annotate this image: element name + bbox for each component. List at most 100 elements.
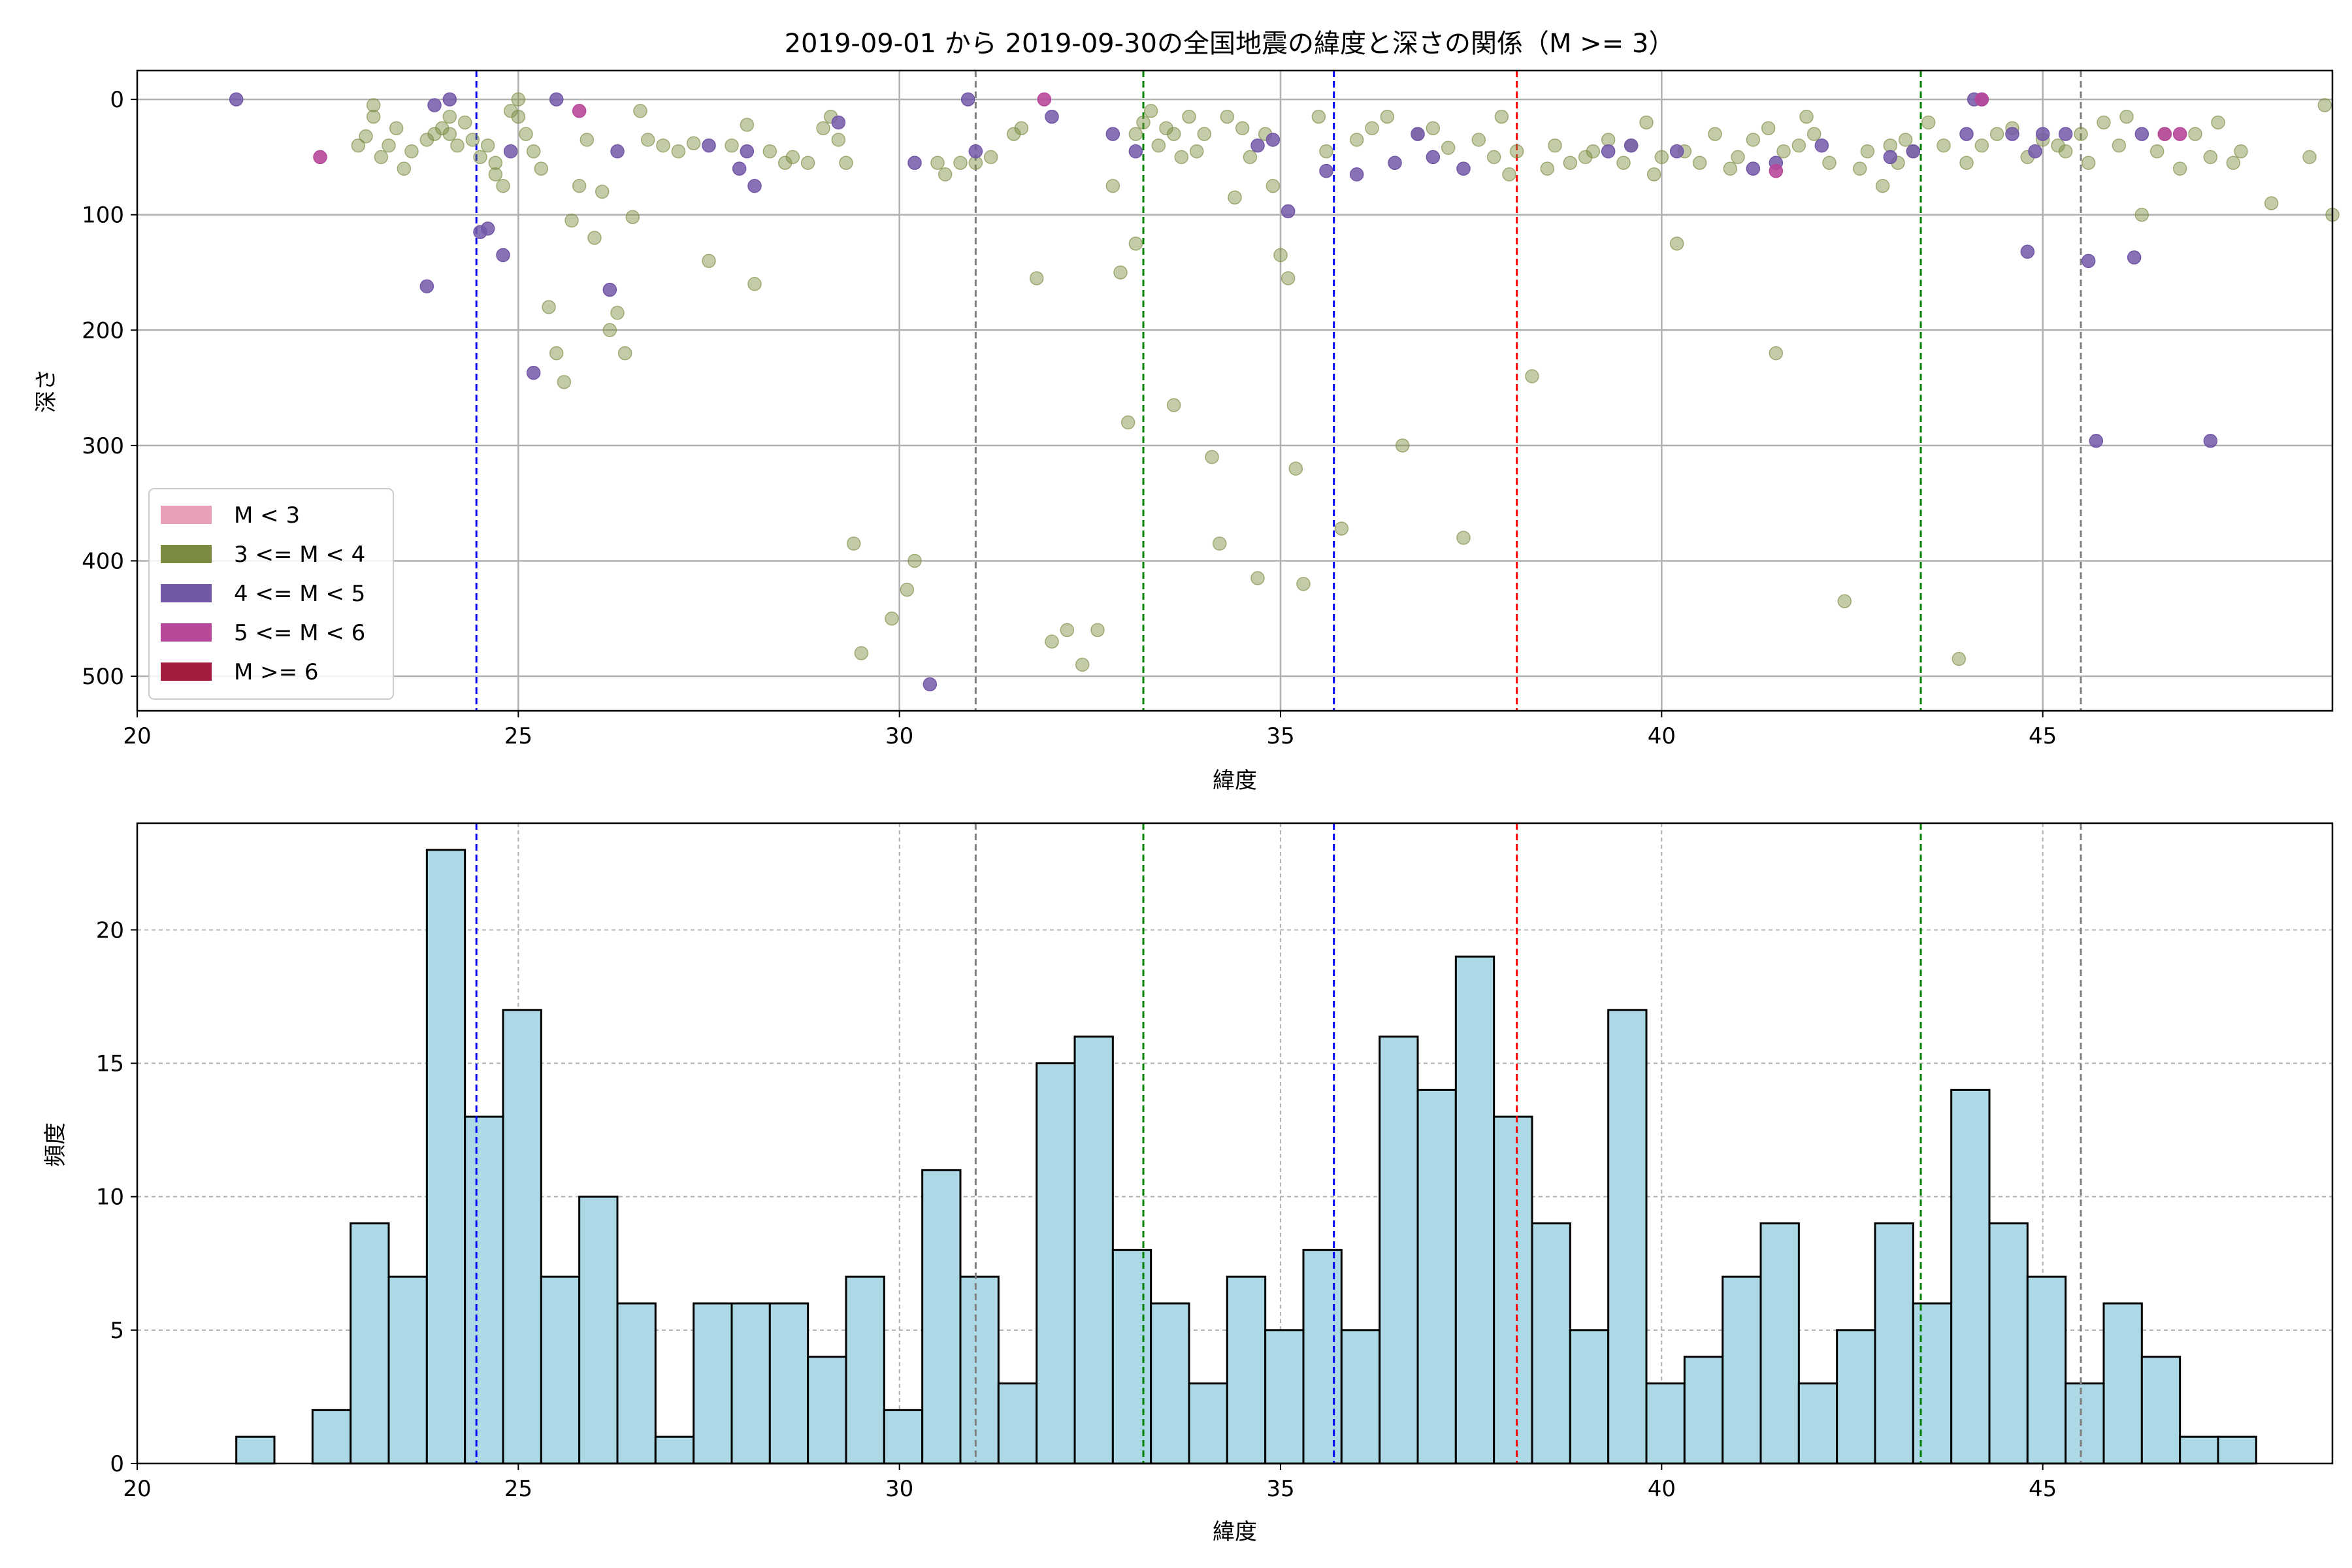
- scatter-point: [1761, 121, 1776, 136]
- scatter-point: [1441, 140, 1456, 155]
- scatter-point: [1143, 104, 1158, 118]
- scatter-point: [1395, 438, 1410, 453]
- histogram-x-tick-label: 20: [123, 1476, 151, 1502]
- scatter-point: [1105, 178, 1120, 193]
- scatter-point: [1616, 155, 1631, 171]
- scatter-point: [1471, 133, 1486, 147]
- scatter-point: [1852, 161, 1867, 176]
- scatter-point: [1380, 109, 1395, 124]
- scatter-point: [1769, 163, 1784, 178]
- scatter-point: [1319, 144, 1333, 159]
- scatter-point: [725, 139, 739, 153]
- scatter-point: [1776, 144, 1791, 159]
- scatter-point: [450, 139, 465, 153]
- scatter-point: [1692, 155, 1707, 171]
- histogram-bar: [1416, 1088, 1457, 1465]
- scatter-point: [2058, 127, 2073, 141]
- scatter-point: [1220, 109, 1235, 124]
- scatter-point: [1456, 161, 1471, 176]
- scatter-point: [1228, 190, 1242, 204]
- scatter-point: [885, 611, 899, 626]
- scatter-point: [1806, 127, 1821, 141]
- scatter-point: [640, 133, 655, 147]
- scatter-reference-lines: [475, 71, 2082, 711]
- scatter-y-ticks: 0 100 200 300 400 500: [82, 87, 137, 690]
- scatter-point: [1212, 536, 1227, 551]
- scatter-point: [480, 139, 495, 153]
- scatter-point: [1266, 178, 1281, 193]
- scatter-point: [2081, 253, 2096, 269]
- scatter-x-ticks: 20 25 30 35 40 45: [123, 711, 2057, 749]
- scatter-point: [1860, 144, 1875, 159]
- scatter-point: [2302, 150, 2317, 165]
- legend-swatch: [161, 623, 212, 642]
- scatter-points: [229, 92, 2340, 692]
- legend-swatch: [161, 662, 212, 681]
- scatter-point: [1669, 144, 1684, 159]
- scatter-legend: M < 3 3 <= M < 4 4 <= M < 5 5 <= M < 6 M >= …: [148, 488, 394, 700]
- scatter-point: [686, 136, 701, 150]
- scatter-point: [740, 144, 755, 159]
- histogram-bar: [883, 1409, 924, 1465]
- scatter-point: [1624, 139, 1639, 153]
- scatter-point: [1646, 167, 1661, 182]
- scatter-y-tick-label: 0: [110, 87, 124, 113]
- scatter-x-tick-label: 45: [2029, 723, 2057, 749]
- scatter-point: [1601, 144, 1616, 159]
- scatter-point: [1959, 155, 1974, 171]
- scatter-point: [366, 98, 381, 112]
- scatter-point: [1769, 346, 1784, 361]
- scatter-point: [900, 582, 915, 597]
- histogram-bar: [1493, 1115, 1533, 1465]
- histogram-bar: [654, 1435, 695, 1465]
- scatter-point: [351, 139, 366, 153]
- scatter-point: [511, 92, 526, 106]
- scatter-point: [2203, 434, 2218, 448]
- scatter-point: [1235, 121, 1250, 136]
- scatter-point: [366, 109, 381, 124]
- scatter-point: [534, 161, 549, 176]
- scatter-point: [2119, 109, 2134, 124]
- scatter-point: [1128, 237, 1143, 251]
- scatter-plot-frame: [136, 69, 2334, 712]
- scatter-point: [2035, 127, 2050, 141]
- scatter-point: [1136, 115, 1151, 130]
- scatter-point: [1205, 449, 1219, 465]
- histogram-bar: [311, 1409, 352, 1465]
- scatter-point: [2172, 161, 2187, 176]
- scatter-point: [1319, 163, 1333, 178]
- scatter-point: [542, 300, 556, 314]
- scatter-point: [1120, 415, 1135, 430]
- legend-swatch: [161, 545, 212, 563]
- scatter-point: [1128, 127, 1143, 141]
- scatter-point: [427, 127, 442, 141]
- scatter-point: [2127, 250, 2142, 265]
- scatter-point: [1989, 127, 2004, 141]
- scatter-point: [1075, 657, 1090, 672]
- histogram-bar: [1722, 1275, 1762, 1465]
- scatter-point: [1006, 127, 1021, 141]
- scatter-point: [1486, 150, 1501, 165]
- histogram-bar: [616, 1302, 657, 1465]
- legend-label: M < 3: [234, 502, 300, 529]
- scatter-point: [923, 677, 938, 692]
- scatter-point: [854, 645, 869, 661]
- scatter-point: [1669, 237, 1684, 251]
- legend-swatch: [161, 506, 212, 524]
- scatter-point: [2028, 144, 2042, 159]
- scatter-point: [1151, 139, 1166, 153]
- scatter-point: [1273, 248, 1288, 263]
- scatter-point: [419, 133, 434, 147]
- scatter-point: [1540, 161, 1555, 176]
- histogram-bar: [1188, 1382, 1228, 1465]
- scatter-point: [2005, 127, 2019, 141]
- scatter-point: [1952, 651, 1967, 666]
- histogram-bar: [1531, 1222, 1571, 1465]
- scatter-point: [1814, 139, 1829, 153]
- histogram-bar: [387, 1275, 428, 1465]
- histogram-bar: [1264, 1329, 1305, 1465]
- scatter-point: [1250, 571, 1265, 585]
- scatter-point: [1388, 155, 1402, 171]
- scatter-point: [2317, 98, 2332, 112]
- scatter-point: [968, 144, 983, 159]
